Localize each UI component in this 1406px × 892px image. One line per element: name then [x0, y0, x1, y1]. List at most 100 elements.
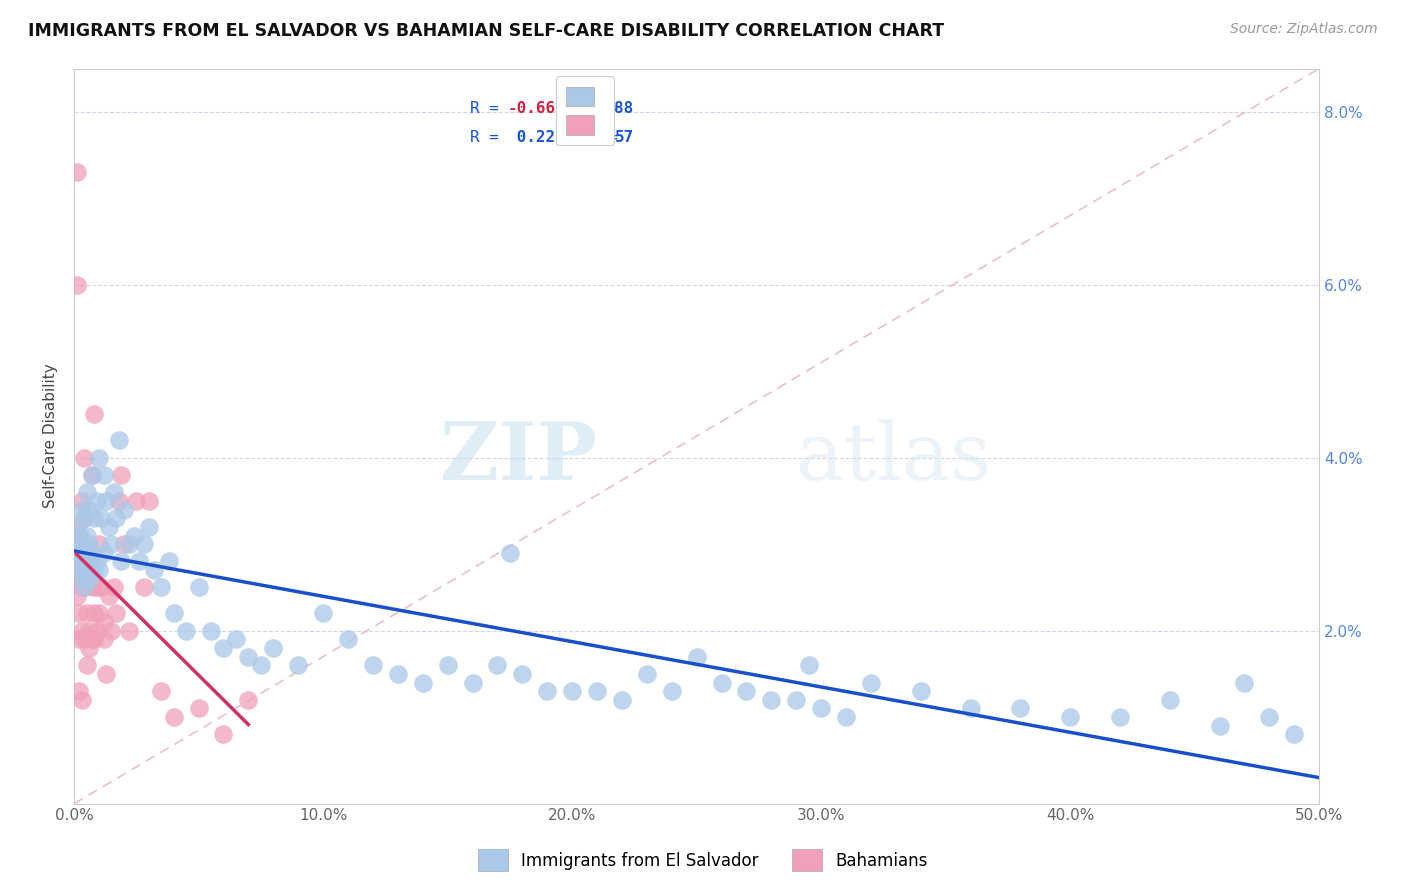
Point	[510, 666, 533, 681]
Point	[103, 581, 125, 595]
Point	[65, 277, 87, 292]
Point	[73, 450, 96, 465]
Point	[138, 520, 160, 534]
Point	[1258, 710, 1281, 724]
Point	[73, 511, 96, 525]
Text: 88: 88	[614, 101, 634, 116]
Point	[337, 632, 360, 647]
Point	[586, 684, 609, 698]
Point	[77, 554, 100, 568]
Point	[83, 511, 105, 525]
Point	[174, 624, 197, 638]
Point	[83, 607, 105, 621]
Point	[959, 701, 981, 715]
Point	[108, 434, 131, 448]
Point	[1233, 675, 1256, 690]
Point	[76, 563, 98, 577]
Point	[108, 494, 131, 508]
Point	[97, 589, 120, 603]
Point	[73, 511, 96, 525]
Text: IMMIGRANTS FROM EL SALVADOR VS BAHAMIAN SELF-CARE DISABILITY CORRELATION CHART: IMMIGRANTS FROM EL SALVADOR VS BAHAMIAN …	[28, 22, 945, 40]
Text: 0.222: 0.222	[508, 130, 565, 145]
Point	[65, 546, 87, 560]
Point	[1059, 710, 1081, 724]
Point	[93, 467, 115, 482]
Point	[561, 684, 583, 698]
Point	[110, 467, 132, 482]
Point	[118, 537, 141, 551]
Point	[761, 693, 783, 707]
Point	[125, 494, 148, 508]
Point	[67, 563, 90, 577]
Point	[610, 693, 633, 707]
Point	[65, 589, 87, 603]
Point	[73, 632, 96, 647]
Point	[76, 658, 98, 673]
Point	[70, 494, 93, 508]
Text: R =: R =	[470, 130, 509, 145]
Text: -0.665: -0.665	[508, 101, 565, 116]
Point	[76, 607, 98, 621]
Point	[312, 607, 335, 621]
Point	[118, 624, 141, 638]
Point	[77, 502, 100, 516]
Point	[67, 528, 90, 542]
Point	[685, 649, 707, 664]
Point	[65, 165, 87, 179]
Point	[80, 467, 103, 482]
Legend: Immigrants from El Salvador, Bahamians: Immigrants from El Salvador, Bahamians	[470, 841, 936, 880]
Point	[67, 607, 90, 621]
Text: 57: 57	[614, 130, 634, 145]
Point	[100, 624, 122, 638]
Point	[200, 624, 222, 638]
Point	[90, 511, 112, 525]
Point	[96, 494, 118, 508]
Point	[76, 563, 98, 577]
Point	[70, 624, 93, 638]
Point	[93, 546, 115, 560]
Point	[65, 520, 87, 534]
Point	[128, 554, 150, 568]
Point	[461, 675, 484, 690]
Point	[77, 624, 100, 638]
Point	[187, 581, 209, 595]
Point	[110, 554, 132, 568]
Point	[1010, 701, 1032, 715]
Point	[910, 684, 932, 698]
Point	[1284, 727, 1306, 741]
Point	[810, 701, 832, 715]
Point	[142, 563, 165, 577]
Point	[138, 494, 160, 508]
Point	[65, 572, 87, 586]
Point	[67, 554, 90, 568]
Point	[67, 684, 90, 698]
Point	[710, 675, 733, 690]
Point	[97, 520, 120, 534]
Legend: , : ,	[555, 76, 613, 145]
Point	[187, 701, 209, 715]
Point	[93, 615, 115, 629]
Point	[65, 520, 87, 534]
Point	[536, 684, 558, 698]
Point	[80, 467, 103, 482]
Point	[122, 528, 145, 542]
Point	[76, 528, 98, 542]
Point	[80, 546, 103, 560]
Point	[238, 649, 260, 664]
Point	[100, 537, 122, 551]
Point	[250, 658, 273, 673]
Point	[73, 546, 96, 560]
Point	[225, 632, 247, 647]
Point	[83, 632, 105, 647]
Point	[65, 554, 87, 568]
Point	[73, 581, 96, 595]
Point	[1109, 710, 1132, 724]
Point	[73, 581, 96, 595]
Point	[70, 572, 93, 586]
Point	[361, 658, 384, 673]
Point	[157, 554, 180, 568]
Y-axis label: Self-Care Disability: Self-Care Disability	[44, 364, 58, 508]
Point	[132, 581, 155, 595]
Point	[87, 537, 110, 551]
Point	[387, 666, 409, 681]
